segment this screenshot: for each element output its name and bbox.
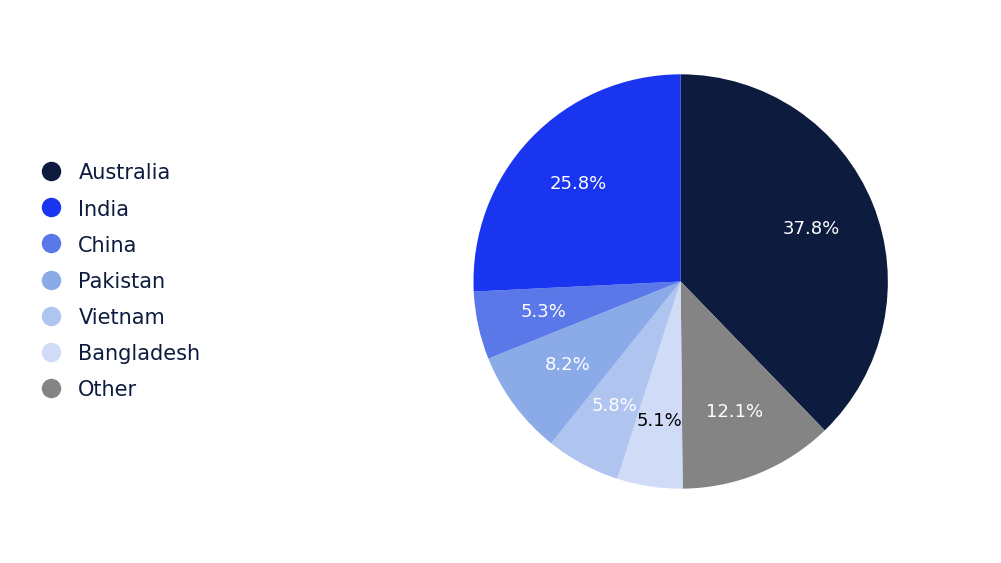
- Text: 5.3%: 5.3%: [521, 302, 566, 320]
- Text: 37.8%: 37.8%: [783, 220, 840, 238]
- Text: 8.2%: 8.2%: [545, 356, 591, 374]
- Wedge shape: [473, 74, 681, 292]
- Wedge shape: [681, 74, 888, 430]
- Wedge shape: [473, 282, 681, 359]
- Text: 5.1%: 5.1%: [637, 412, 683, 430]
- Wedge shape: [681, 282, 825, 489]
- Wedge shape: [618, 282, 683, 489]
- Text: 12.1%: 12.1%: [706, 403, 763, 421]
- Wedge shape: [552, 282, 681, 479]
- Wedge shape: [488, 282, 681, 443]
- Text: 25.8%: 25.8%: [550, 175, 608, 193]
- Text: 5.8%: 5.8%: [592, 396, 637, 414]
- Legend: Australia, India, China, Pakistan, Vietnam, Bangladesh, Other: Australia, India, China, Pakistan, Vietn…: [30, 153, 211, 410]
